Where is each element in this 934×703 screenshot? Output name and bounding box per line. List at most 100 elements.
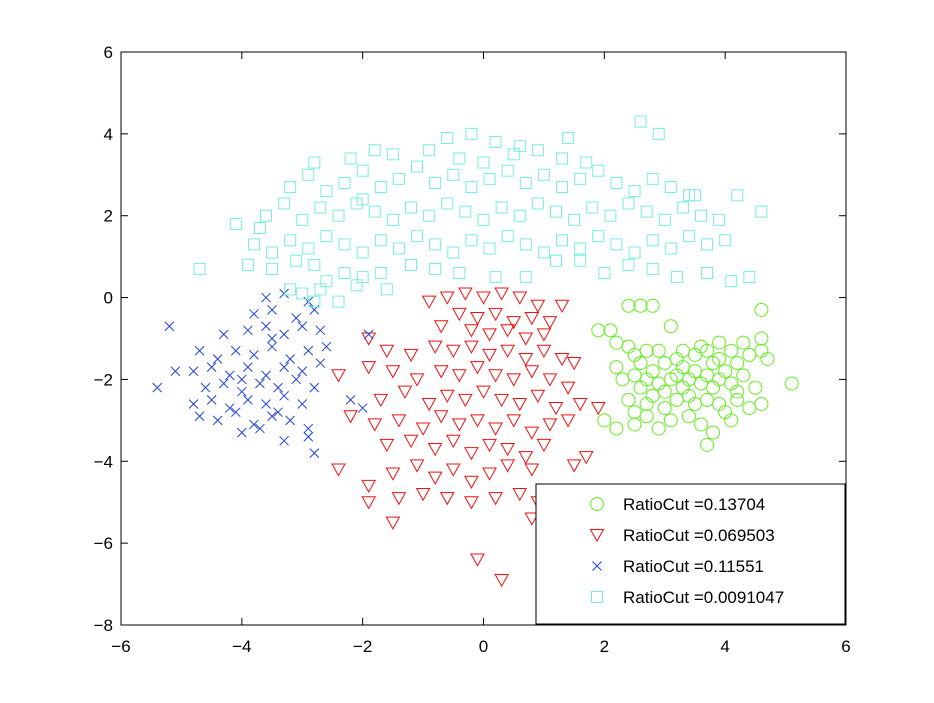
data-point [524, 426, 540, 440]
data-point [554, 299, 570, 313]
data-point [464, 475, 479, 489]
data-point [296, 287, 309, 300]
data-point [249, 419, 259, 430]
data-point [621, 298, 636, 313]
legend-label: RatioCut =0.13704 [623, 495, 765, 514]
data-point [706, 425, 721, 440]
data-point [453, 152, 466, 165]
data-point [556, 234, 569, 247]
data-point [754, 331, 769, 346]
data-point [537, 168, 550, 181]
data-point [331, 463, 346, 477]
data-point [506, 316, 522, 330]
data-point [320, 275, 333, 288]
data-point [188, 399, 199, 409]
data-point [427, 340, 443, 354]
data-point [332, 295, 345, 308]
data-point [368, 144, 381, 157]
data-point [566, 357, 582, 371]
data-point [170, 366, 181, 377]
data-point [279, 329, 289, 340]
data-point [273, 407, 283, 418]
data-point [682, 189, 695, 202]
data-point [542, 418, 558, 432]
data-point [261, 370, 271, 381]
data-point [356, 271, 369, 284]
data-point [303, 345, 314, 356]
data-point [519, 176, 532, 189]
data-point [663, 319, 678, 334]
data-point [224, 403, 235, 413]
data-point [284, 181, 297, 194]
data-point [518, 332, 534, 346]
data-point [314, 283, 327, 296]
data-point [296, 213, 309, 226]
data-point [754, 396, 769, 411]
data-point [241, 258, 254, 271]
data-point [297, 321, 308, 332]
legend-marker [592, 561, 602, 571]
data-point [494, 287, 509, 301]
data-point [622, 197, 635, 210]
data-point [477, 156, 490, 169]
data-point [470, 553, 485, 567]
data-point [458, 393, 473, 408]
legend-marker [590, 497, 604, 511]
data-point [392, 172, 405, 185]
data-point [421, 295, 437, 309]
data-point [610, 176, 623, 189]
data-point [206, 362, 217, 373]
data-point [439, 492, 455, 506]
data-point [266, 262, 279, 275]
data-point [391, 414, 407, 428]
data-point [236, 427, 247, 438]
data-point [500, 459, 516, 473]
data-point [713, 213, 726, 226]
data-point [524, 312, 540, 326]
data-point [291, 374, 302, 385]
data-point [309, 382, 320, 393]
data-point [411, 230, 424, 243]
data-point [506, 414, 522, 428]
data-point [453, 267, 466, 280]
data-point [464, 496, 479, 510]
data-point [646, 234, 659, 247]
data-point [524, 463, 540, 477]
data-point [664, 181, 677, 194]
data-point [315, 325, 326, 336]
data-point [429, 176, 442, 189]
data-point [645, 364, 660, 379]
data-point [736, 335, 751, 350]
data-point [445, 434, 461, 449]
data-point [718, 364, 733, 379]
data-point [652, 127, 665, 140]
data-point [308, 156, 321, 169]
y-tick-label: −4 [94, 452, 113, 471]
data-point [550, 254, 562, 267]
data-point [386, 213, 399, 226]
data-point [392, 242, 405, 255]
data-point [429, 262, 442, 275]
data-point [760, 351, 775, 366]
data-point [598, 267, 611, 280]
data-point [675, 343, 690, 358]
data-point [519, 238, 532, 251]
data-point [261, 399, 271, 409]
data-point [482, 328, 497, 342]
data-point [560, 381, 576, 395]
data-point [279, 435, 289, 446]
data-point [597, 413, 612, 428]
data-point [568, 213, 581, 226]
data-point [603, 323, 618, 338]
data-point [560, 414, 576, 428]
data-point [411, 160, 424, 173]
data-point [701, 267, 714, 280]
data-point [350, 197, 363, 210]
data-point [391, 492, 407, 506]
data-point [488, 369, 503, 383]
y-tick-label: 2 [104, 207, 113, 226]
data-point [429, 238, 442, 251]
data-point [676, 201, 689, 214]
data-point [482, 348, 497, 363]
data-point [284, 234, 297, 247]
